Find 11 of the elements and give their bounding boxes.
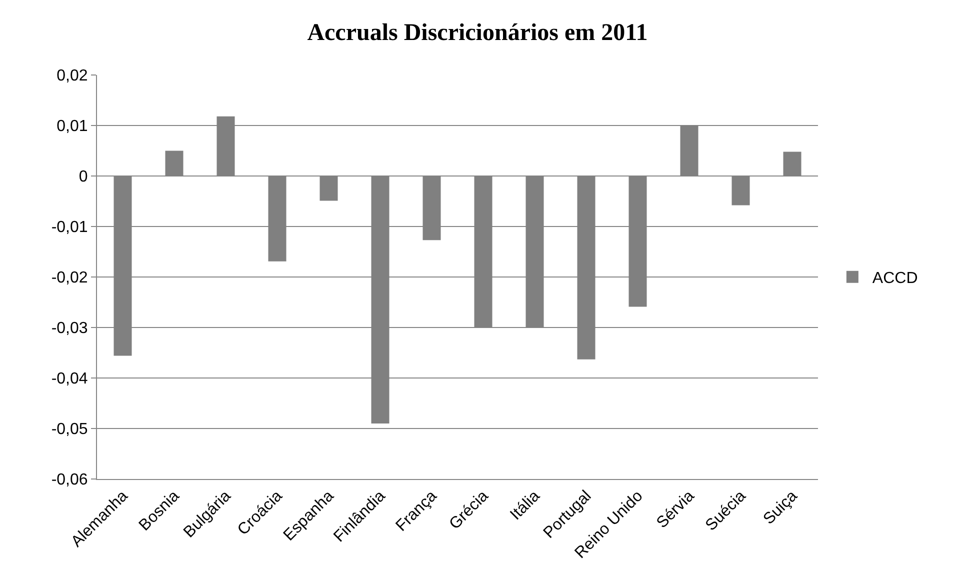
y-tick-label: 0 bbox=[78, 168, 88, 186]
y-tick-label: -0,06 bbox=[51, 472, 88, 489]
legend-label: ACCD bbox=[872, 270, 918, 288]
chart-title: Accruals Discricionários em 2011 bbox=[307, 20, 648, 46]
y-tick-label: -0,02 bbox=[51, 270, 88, 287]
y-tick-label: 0,01 bbox=[56, 118, 88, 136]
y-tick-label: -0,01 bbox=[51, 219, 88, 236]
y-tick-label: -0,04 bbox=[51, 370, 88, 388]
y-tick-label: 0,02 bbox=[56, 68, 88, 85]
y-tick-label: -0,03 bbox=[51, 320, 88, 338]
y-tick-label: -0,05 bbox=[51, 421, 88, 438]
